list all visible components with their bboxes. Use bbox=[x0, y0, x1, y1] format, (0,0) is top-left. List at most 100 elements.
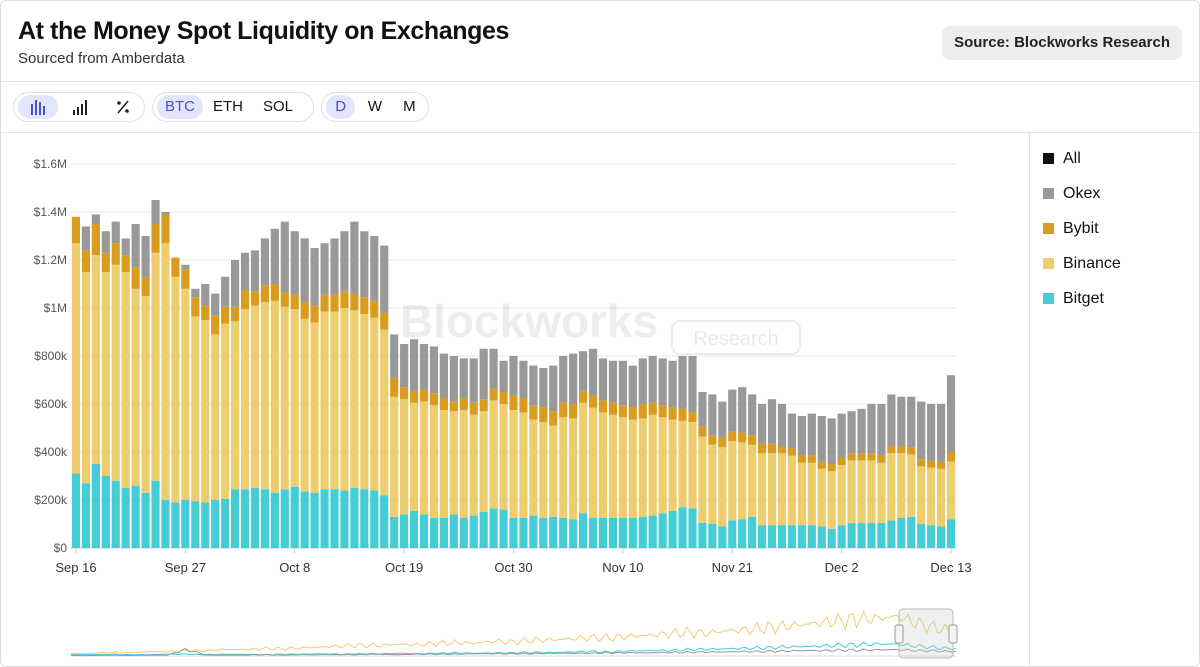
bar-okex bbox=[191, 288, 200, 298]
bar-binance bbox=[787, 455, 797, 526]
bar-okex bbox=[499, 360, 508, 392]
legend-item-okex[interactable]: Okex bbox=[1043, 176, 1121, 211]
bar-chart-button[interactable] bbox=[18, 95, 58, 119]
bar-bybit bbox=[409, 390, 419, 403]
bar-bitget bbox=[350, 488, 359, 548]
bar-binance bbox=[648, 414, 657, 516]
bar-okex bbox=[807, 413, 816, 456]
bar-bitget bbox=[688, 508, 697, 548]
chart-type-group bbox=[13, 92, 145, 122]
bar-bitget bbox=[588, 518, 598, 548]
bar-bitget bbox=[250, 488, 260, 548]
bar-bitget bbox=[111, 480, 120, 548]
bar-binance bbox=[917, 466, 926, 524]
bar-binance bbox=[439, 410, 448, 518]
bar-okex bbox=[260, 238, 269, 286]
bar-binance bbox=[946, 461, 956, 520]
bar-bybit bbox=[897, 446, 906, 454]
bar-binance bbox=[857, 460, 866, 523]
bar-bitget bbox=[151, 480, 160, 548]
bar-bybit bbox=[748, 435, 757, 445]
legend-item-bitget[interactable]: Bitget bbox=[1043, 281, 1121, 316]
bar-okex bbox=[777, 404, 787, 446]
bar-bitget bbox=[598, 518, 608, 548]
percent-button[interactable] bbox=[105, 95, 140, 119]
legend-item-bybit[interactable]: Bybit bbox=[1043, 211, 1121, 246]
bar-binance bbox=[360, 314, 369, 490]
bar-bybit bbox=[758, 443, 767, 454]
bar-bitget bbox=[767, 525, 777, 548]
bar-bybit bbox=[459, 398, 468, 410]
bar-okex bbox=[817, 416, 826, 462]
legend-item-binance[interactable]: Binance bbox=[1043, 246, 1121, 281]
asset-eth-button[interactable]: ETH bbox=[213, 98, 243, 115]
bar-bybit bbox=[201, 305, 210, 320]
bar-okex bbox=[121, 238, 130, 256]
bar-bybit bbox=[618, 405, 627, 418]
bar-bitget bbox=[240, 489, 250, 548]
bar-bybit bbox=[429, 393, 439, 406]
bar-binance bbox=[300, 318, 309, 492]
bar-bitget bbox=[519, 518, 528, 548]
bar-okex bbox=[280, 221, 289, 293]
x-tick-label: Nov 10 bbox=[602, 560, 643, 575]
navigator-handle-right bbox=[948, 624, 958, 644]
bar-binance bbox=[320, 311, 329, 490]
interval-d-button[interactable]: D bbox=[326, 95, 356, 119]
bar-bitget bbox=[827, 528, 836, 548]
interval-w-button[interactable]: W bbox=[367, 98, 383, 115]
bar-binance bbox=[449, 411, 458, 515]
bar-okex bbox=[867, 404, 876, 454]
bar-binance bbox=[807, 462, 816, 526]
bar-okex bbox=[688, 356, 697, 413]
bar-bybit bbox=[698, 426, 707, 437]
bar-bitget bbox=[648, 515, 657, 548]
legend-item-all[interactable]: All bbox=[1043, 141, 1121, 176]
bar-bitget bbox=[131, 485, 140, 548]
legend-label: All bbox=[1063, 149, 1081, 167]
bar-okex bbox=[201, 284, 210, 306]
bar-binance bbox=[131, 288, 140, 486]
bar-bitget bbox=[569, 519, 578, 548]
bar-binance bbox=[738, 442, 747, 520]
bar-okex bbox=[310, 248, 319, 306]
watermark-brand: Blockworks bbox=[400, 295, 658, 347]
bar-binance bbox=[797, 462, 806, 526]
bar-bitget bbox=[71, 473, 81, 548]
bar-binance bbox=[151, 252, 160, 481]
bar-okex bbox=[569, 353, 578, 404]
bar-okex bbox=[539, 368, 548, 408]
asset-sol-button[interactable]: SOL bbox=[263, 98, 294, 115]
x-tick-label: Sep 16 bbox=[55, 560, 96, 575]
bar-bitget bbox=[280, 489, 289, 548]
bar-bitget bbox=[161, 500, 170, 548]
chart-subtitle: Sourced from Amberdata bbox=[18, 50, 185, 67]
percent-icon bbox=[116, 100, 129, 114]
bar-binance bbox=[698, 436, 707, 523]
bar-chart-icon bbox=[30, 100, 45, 115]
ascending-bar-button[interactable] bbox=[62, 95, 102, 119]
bar-binance bbox=[419, 401, 429, 515]
interval-m-button[interactable]: M bbox=[403, 98, 416, 115]
range-navigator[interactable] bbox=[70, 608, 958, 659]
bar-bitget bbox=[201, 502, 210, 548]
bar-bybit bbox=[598, 400, 608, 413]
bar-okex bbox=[598, 358, 608, 401]
bar-bitget bbox=[887, 520, 896, 548]
bar-bitget bbox=[718, 526, 727, 548]
bar-bybit bbox=[290, 294, 299, 310]
bar-binance bbox=[380, 329, 389, 496]
bar-bybit bbox=[857, 453, 866, 461]
source-button[interactable]: Source: Blockworks Research bbox=[942, 26, 1182, 60]
bar-binance bbox=[230, 321, 240, 490]
y-tick-label: $200k bbox=[34, 493, 68, 507]
bar-bitget bbox=[658, 513, 667, 548]
y-tick-label: $600k bbox=[34, 397, 68, 411]
x-tick-label: Dec 13 bbox=[930, 560, 971, 575]
bar-bybit bbox=[280, 292, 289, 307]
bar-bitget bbox=[877, 522, 886, 548]
bar-bybit bbox=[708, 435, 717, 445]
bar-bybit bbox=[121, 255, 130, 272]
y-tick-label: $1.6M bbox=[34, 157, 67, 171]
asset-btc-button[interactable]: BTC bbox=[157, 95, 203, 119]
